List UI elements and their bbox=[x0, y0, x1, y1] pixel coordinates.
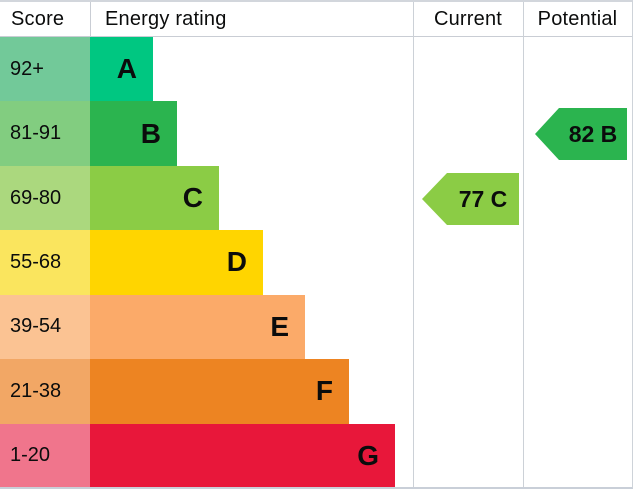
band-row-f: 21-38 F bbox=[0, 359, 632, 424]
potential-column-divider bbox=[523, 2, 524, 487]
band-row-e: 39-54 E bbox=[0, 294, 632, 360]
band-row-g: 1-20 G bbox=[0, 423, 632, 487]
score-range-label: 69-80 bbox=[0, 165, 90, 231]
rating-bar-a: A bbox=[90, 37, 153, 102]
rating-bands: 92+ A 81-91 B 69-80 C 55-68 D 39-54 E 21… bbox=[0, 37, 632, 487]
current-arrow-polygon bbox=[422, 173, 519, 225]
header-potential: Potential bbox=[537, 7, 618, 30]
score-range-label: 39-54 bbox=[0, 294, 90, 360]
band-row-b: 81-91 B bbox=[0, 101, 632, 166]
potential-rating-arrow: 82 B bbox=[535, 108, 627, 160]
score-range-label: 92+ bbox=[0, 37, 90, 102]
header-energy-rating: Energy rating bbox=[90, 2, 413, 36]
score-range-label: 1-20 bbox=[0, 423, 90, 487]
potential-arrow-label: 82 B bbox=[569, 121, 618, 147]
current-arrow-shape: 77 C bbox=[422, 173, 519, 225]
rating-bar-e: E bbox=[90, 294, 305, 360]
potential-arrow-polygon bbox=[535, 108, 627, 160]
score-range-label: 21-38 bbox=[0, 359, 90, 424]
current-rating-arrow: 77 C bbox=[422, 173, 519, 225]
potential-arrow-shape: 82 B bbox=[535, 108, 627, 160]
header-current: Current bbox=[433, 7, 503, 30]
rating-bar-f: F bbox=[90, 359, 349, 424]
rating-bar-c: C bbox=[90, 165, 219, 231]
current-column-divider bbox=[413, 2, 414, 487]
rating-bar-b: B bbox=[90, 101, 177, 166]
rating-bar-g: G bbox=[90, 423, 395, 487]
band-row-c: 69-80 C bbox=[0, 165, 632, 231]
header-score: Score bbox=[11, 7, 65, 30]
band-row-d: 55-68 D bbox=[0, 230, 632, 295]
current-arrow-label: 77 C bbox=[459, 186, 508, 212]
chart-header-row: Score Energy rating Current Potential bbox=[0, 2, 632, 37]
band-row-a: 92+ A bbox=[0, 37, 632, 102]
score-range-label: 55-68 bbox=[0, 230, 90, 295]
rating-bar-d: D bbox=[90, 230, 263, 295]
score-range-label: 81-91 bbox=[0, 101, 90, 166]
